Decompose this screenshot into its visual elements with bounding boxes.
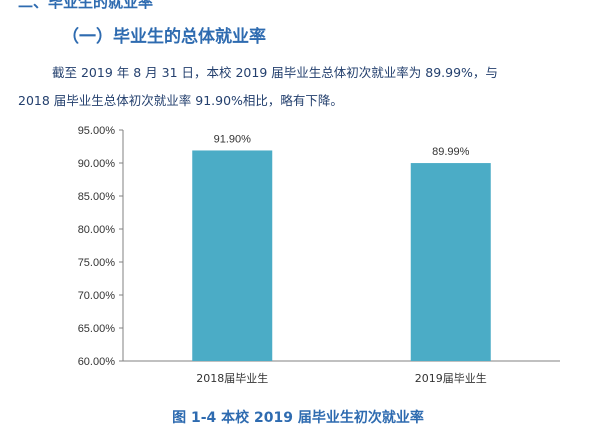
y-tick-label: 95.00% — [78, 125, 116, 137]
y-tick-label: 80.00% — [78, 224, 116, 236]
top-cut-heading: 二、毕业生的就业率 — [18, 0, 154, 11]
paragraph-line-1: 截至 2019 年 8 月 31 日，本校 2019 届毕业生总体初次就业率为 … — [52, 65, 498, 80]
y-tick-label: 70.00% — [78, 290, 116, 302]
y-tick-label: 65.00% — [78, 323, 116, 335]
section-heading: （一）毕业生的总体就业率 — [62, 27, 266, 47]
y-tick-label: 85.00% — [78, 191, 116, 203]
bar-chart: 60.00% 65.00% 70.00% 75.00% 80.00% 85.00% 90.0… — [78, 125, 560, 385]
figure-caption: 图 1-4 本校 2019 届毕业生初次就业率 — [172, 410, 424, 426]
category-label-1: 2018届毕业生 — [196, 371, 268, 385]
data-label-2: 89.99% — [432, 146, 470, 158]
data-label-1: 91.90% — [214, 133, 252, 145]
paragraph-line-2: 2018 届毕业生总体初次就业率 91.90%相比，略有下降。 — [18, 93, 343, 108]
bar-2 — [410, 163, 491, 361]
bar-1 — [192, 150, 273, 361]
y-tick-label: 75.00% — [78, 257, 116, 269]
category-label-2: 2019届毕业生 — [415, 371, 487, 385]
y-tick-label: 90.00% — [78, 158, 116, 170]
y-tick-label: 60.00% — [78, 356, 116, 368]
